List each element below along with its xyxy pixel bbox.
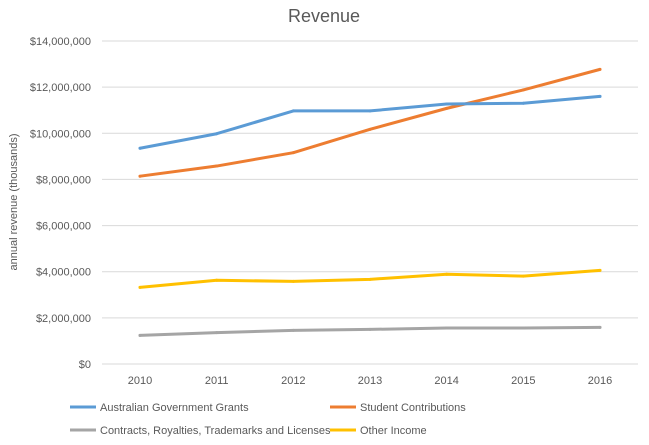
data-point (368, 127, 372, 131)
data-point (291, 151, 295, 155)
data-point (598, 94, 602, 98)
data-point (291, 328, 295, 332)
y-tick-label: $12,000,000 (30, 82, 91, 94)
y-tick-label: $8,000,000 (36, 174, 91, 186)
data-point (291, 109, 295, 113)
data-point (445, 326, 449, 330)
data-point (138, 174, 142, 178)
data-point (521, 326, 525, 330)
y-axis-label: annual revenue (thousands) (8, 134, 20, 271)
data-point (445, 106, 449, 110)
data-point (598, 325, 602, 329)
legend-item: Other Income (330, 425, 427, 437)
legend-label: Australian Government Grants (100, 402, 249, 414)
data-point (215, 164, 219, 168)
y-tick-label: $0 (79, 359, 91, 371)
legend-label: Student Contributions (360, 402, 466, 414)
x-tick-label: 2012 (281, 375, 305, 387)
data-point (138, 285, 142, 289)
x-tick-label: 2011 (205, 375, 229, 387)
x-tick-label: 2010 (128, 375, 152, 387)
x-tick-label: 2013 (358, 375, 382, 387)
x-tick-label: 2016 (588, 375, 612, 387)
series-student-contributions (138, 67, 602, 178)
x-tick-label: 2015 (511, 375, 535, 387)
data-point (521, 88, 525, 92)
legend-item: Contracts, Royalties, Trademarks and Lic… (70, 425, 331, 437)
data-point (368, 277, 372, 281)
series-line (138, 67, 602, 178)
y-tick-label: $2,000,000 (36, 313, 91, 325)
data-point (445, 272, 449, 276)
data-point (521, 274, 525, 278)
series-other-income (138, 268, 602, 289)
data-point (521, 101, 525, 105)
series-contracts-royalties-trademarks-and-licenses (138, 325, 602, 337)
y-tick-label: $14,000,000 (30, 36, 91, 48)
data-point (215, 132, 219, 136)
chart-title: Revenue (288, 6, 360, 26)
legend-label: Other Income (360, 425, 427, 437)
y-tick-label: $4,000,000 (36, 267, 91, 279)
data-point (215, 278, 219, 282)
data-point (215, 331, 219, 335)
y-tick-label: $10,000,000 (30, 128, 91, 140)
series-australian-government-grants (138, 94, 602, 150)
data-point (368, 327, 372, 331)
y-tick-label: $6,000,000 (36, 221, 91, 233)
x-tick-label: 2014 (434, 375, 458, 387)
data-point (138, 333, 142, 337)
data-point (138, 146, 142, 150)
data-point (291, 279, 295, 283)
series-line (138, 94, 602, 150)
legend-item: Student Contributions (330, 402, 466, 414)
data-point (598, 268, 602, 272)
data-point (445, 102, 449, 106)
data-point (598, 67, 602, 71)
legend-label: Contracts, Royalties, Trademarks and Lic… (100, 425, 331, 437)
data-point (368, 109, 372, 113)
legend-item: Australian Government Grants (70, 402, 249, 414)
